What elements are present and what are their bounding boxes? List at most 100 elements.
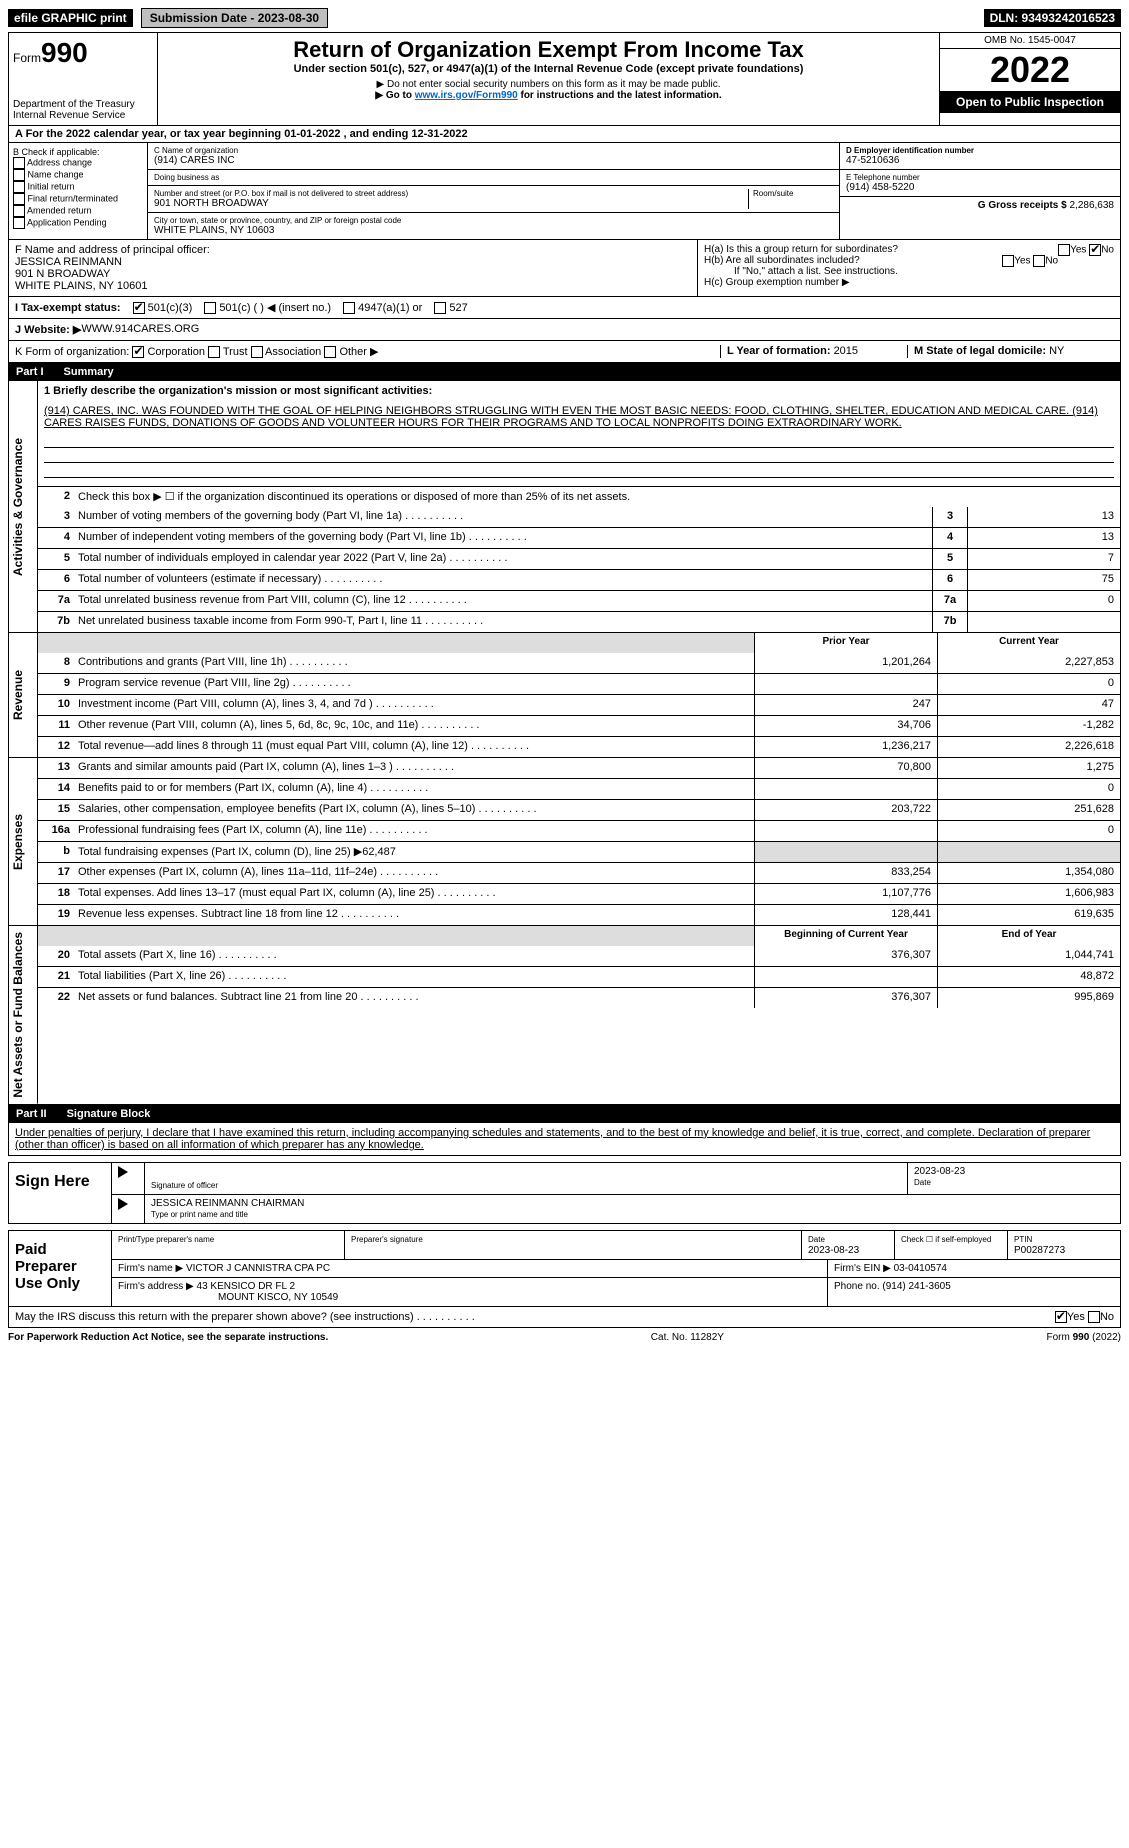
row-k: K Form of organization: Corporation Trus… [8,341,1121,363]
activities-tab: Activities & Governance [9,381,38,632]
table-row: 7bNet unrelated business taxable income … [38,611,1120,632]
table-row: 3Number of voting members of the governi… [38,507,1120,527]
ein-value: 47-5210636 [846,155,1114,166]
table-row: 8Contributions and grants (Part VIII, li… [38,653,1120,673]
opt-other: Other ▶ [339,346,378,358]
expenses-tab: Expenses [9,758,38,925]
opt-501c: 501(c) ( ) ◀ (insert no.) [219,302,331,314]
footer-right: Form 990 (2022) [1047,1332,1121,1343]
hc-label: H(c) Group exemption number ▶ [704,277,1114,288]
sig-name-label: Type or print name and title [151,1210,248,1219]
row-j: J Website: ▶ WWW.914CARES.ORG [8,319,1121,341]
mission-label: 1 Briefly describe the organization's mi… [38,381,1120,401]
name-label: C Name of organization [154,146,833,155]
org-name: (914) CARES INC [154,155,833,166]
gross-label: G Gross receipts $ [978,200,1070,211]
website-value: WWW.914CARES.ORG [81,323,199,336]
sig-date-label: Date [914,1178,931,1187]
form-title: Return of Organization Exempt From Incom… [162,37,935,63]
discuss-label: May the IRS discuss this return with the… [15,1311,1055,1323]
opt-527: 527 [449,302,467,314]
note2-suffix: for instructions and the latest informat… [518,90,722,101]
firm-ein: 03-0410574 [894,1263,947,1274]
footer-left: For Paperwork Reduction Act Notice, see … [8,1332,328,1343]
sign-here-label: Sign Here [9,1163,112,1223]
col-c: C Name of organization (914) CARES INC D… [148,143,840,239]
officer-street: 901 N BROADWAY [15,268,691,280]
cb-address: Address change [27,157,92,167]
mission-text: (914) CARES, INC. WAS FOUNDED WITH THE G… [38,401,1120,433]
open-public-label: Open to Public Inspection [940,91,1120,113]
prep-self-label: Check ☐ if self-employed [901,1235,991,1244]
website-label: J Website: ▶ [15,323,81,336]
submission-date-button[interactable]: Submission Date - 2023-08-30 [141,8,328,28]
col-b-label: B Check if applicable: [13,147,143,157]
table-row: 9Program service revenue (Part VIII, lin… [38,673,1120,694]
firm-addr-label: Firm's address ▶ [118,1281,197,1292]
table-row: bTotal fundraising expenses (Part IX, co… [38,841,1120,862]
ptin-value: P00287273 [1014,1245,1065,1256]
col-de: D Employer identification number 47-5210… [840,143,1120,239]
firm-addr1: 43 KENSICO DR FL 2 [197,1281,296,1292]
form-org-label: K Form of organization: [15,346,129,358]
sig-date: 2023-08-23 [914,1166,1114,1177]
prior-year-header: Prior Year [754,633,937,653]
ein-label: D Employer identification number [846,146,1114,155]
part1-label: Part I [16,366,44,378]
revenue-block: Revenue Prior Year Current Year 8Contrib… [8,633,1121,758]
current-year-header: Current Year [937,633,1120,653]
street-label: Number and street (or P.O. box if mail i… [154,189,748,198]
table-row: 7aTotal unrelated business revenue from … [38,590,1120,611]
cb-initial: Initial return [28,181,75,191]
table-row: 13Grants and similar amounts paid (Part … [38,758,1120,778]
declaration: Under penalties of perjury, I declare th… [8,1123,1121,1156]
revenue-tab: Revenue [9,633,38,757]
dba-label: Doing business as [154,173,833,182]
cb-final: Final return/terminated [28,193,119,203]
table-row: 15Salaries, other compensation, employee… [38,799,1120,820]
table-row: 22Net assets or fund balances. Subtract … [38,987,1120,1008]
block-bcd: B Check if applicable: Address change Na… [8,143,1121,240]
officer-name: JESSICA REINMANN [15,256,691,268]
firm-addr2: MOUNT KISCO, NY 10549 [118,1292,338,1303]
form-header: Form990 Department of the Treasury Inter… [8,32,1121,126]
cb-pending: Application Pending [27,217,107,227]
part2-title: Signature Block [67,1108,151,1120]
domicile-label: M State of legal domicile: [914,345,1049,357]
block-f: F Name and address of principal officer:… [8,240,1121,297]
hb-note: If "No," attach a list. See instructions… [704,266,1114,277]
dept-label: Department of the Treasury [13,99,153,110]
preparer-block: Paid Preparer Use Only Print/Type prepar… [8,1230,1121,1307]
table-row: 10Investment income (Part VIII, column (… [38,694,1120,715]
table-row: 17Other expenses (Part IX, column (A), l… [38,862,1120,883]
opt-4947: 4947(a)(1) or [358,302,422,314]
officer-label: F Name and address of principal officer: [15,244,691,256]
opt-corp: Corporation [147,346,204,358]
table-row: 16aProfessional fundraising fees (Part I… [38,820,1120,841]
table-row: 18Total expenses. Add lines 13–17 (must … [38,883,1120,904]
city-value: WHITE PLAINS, NY 10603 [154,225,833,236]
prep-date: 2023-08-23 [808,1245,859,1256]
form-note1: ▶ Do not enter social security numbers o… [162,79,935,90]
part1-title: Summary [64,366,114,378]
instructions-link[interactable]: www.irs.gov/Form990 [415,90,518,101]
row-a: A For the 2022 calendar year, or tax yea… [8,126,1121,143]
sig-officer-label: Signature of officer [151,1181,218,1190]
phone-label: E Telephone number [846,173,1114,182]
tax-status-label: I Tax-exempt status: [15,302,121,314]
table-row: 5Total number of individuals employed in… [38,548,1120,569]
preparer-label: Paid Preparer Use Only [9,1231,112,1306]
ha-label: H(a) Is this a group return for subordin… [704,244,898,255]
table-row: 14Benefits paid to or for members (Part … [38,778,1120,799]
opt-trust: Trust [223,346,248,358]
part1-header: Part I Summary [8,363,1121,381]
note2-prefix: ▶ Go to [375,90,414,101]
irs-label: Internal Revenue Service [13,110,153,121]
top-bar: efile GRAPHIC print Submission Date - 20… [8,8,1121,28]
sig-name: JESSICA REINMANN CHAIRMAN [151,1198,1114,1209]
footer: For Paperwork Reduction Act Notice, see … [8,1328,1121,1347]
footer-mid: Cat. No. 11282Y [651,1332,724,1343]
table-row: 20Total assets (Part X, line 16)376,3071… [38,946,1120,966]
prep-name-label: Print/Type preparer's name [118,1235,214,1244]
sign-here-block: Sign Here Signature of officer 2023-08-2… [8,1162,1121,1224]
